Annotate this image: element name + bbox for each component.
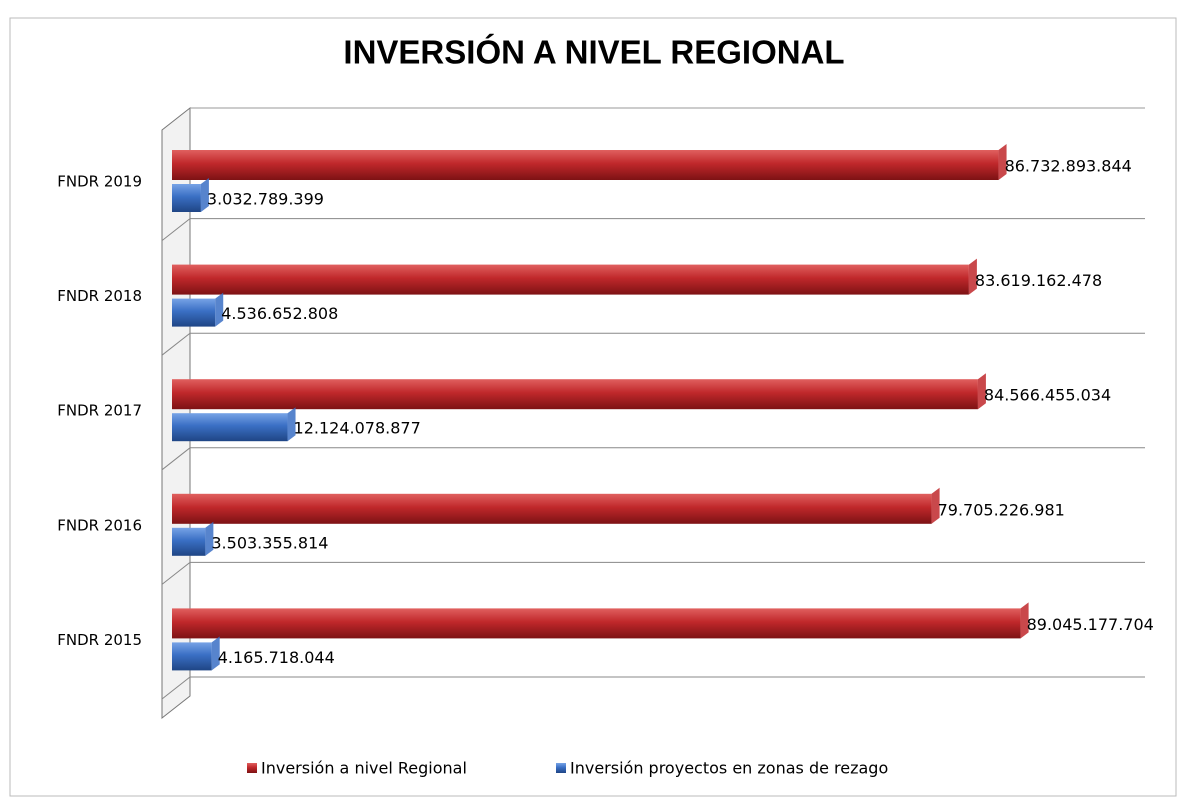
bar [172,493,932,524]
bar-cap [1020,602,1029,639]
legend-label: Inversión a nivel Regional [261,759,467,778]
legend: Inversión a nivel Regional Inversión proy… [247,759,888,778]
legend-label: Inversión proyectos en zonas de rezago [570,759,888,778]
data-label: 3.503.355.814 [211,533,328,552]
bar-cap [931,487,940,524]
bar [172,298,216,327]
bar [172,150,999,180]
data-label: 86.732.893.844 [1005,157,1132,176]
bar-cap [968,258,977,295]
legend-swatch [247,763,257,773]
legend-swatch [556,763,566,773]
bar [172,608,1021,639]
data-label: 4.165.718.044 [218,648,335,667]
bar [172,413,288,442]
bar [172,642,212,671]
grid-line [161,561,1145,585]
data-label: 79.705.226.981 [938,500,1065,519]
grid-line [161,676,1145,700]
y-tick-label: FNDR 2015 [57,631,142,649]
data-label: 4.536.652.808 [221,304,338,323]
data-label: 83.619.162.478 [975,271,1102,290]
bar-cap [998,144,1007,180]
grid-line [161,332,1145,356]
data-label: 84.566.455.034 [984,386,1111,405]
bar [172,527,206,556]
bar [172,264,969,295]
side-wall [161,106,191,720]
data-label: 89.045.177.704 [1027,615,1154,634]
y-tick-label: FNDR 2017 [57,402,142,420]
bar-cap [200,178,209,212]
bar-cap [211,636,220,671]
y-tick-label: FNDR 2018 [57,287,142,305]
bar-cap [977,373,986,410]
chart-title: INVERSIÓN A NIVEL REGIONAL [343,34,844,71]
data-label: 3.032.789.399 [207,190,324,209]
bar-cap [205,521,214,556]
y-tick-label: FNDR 2016 [57,516,142,534]
bar-cap [215,292,224,327]
grid-line [161,218,1145,241]
bar [172,184,201,212]
bar-cap [287,407,296,442]
grid-line [161,447,1145,471]
bar [172,379,978,410]
y-tick-label: FNDR 2019 [57,173,142,191]
plot: FNDR 2019 86.732.893.844 3.032.789.399 FNDR… [57,144,1154,700]
data-label: 12.124.078.877 [294,419,421,438]
